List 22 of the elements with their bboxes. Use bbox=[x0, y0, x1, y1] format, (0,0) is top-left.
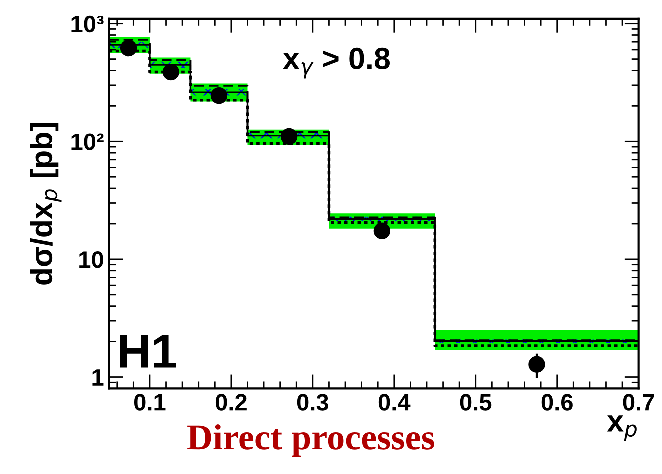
x-tick-label: 0.6 bbox=[542, 394, 573, 411]
x-tick-label: 0.5 bbox=[460, 394, 492, 411]
x-tick-label: 0.4 bbox=[378, 394, 411, 411]
x-tick-label: 0.7 bbox=[623, 394, 654, 411]
point bbox=[162, 64, 180, 81]
point bbox=[374, 222, 391, 240]
y-tick-label: 10³ bbox=[72, 16, 104, 33]
annotation: H1 bbox=[120, 335, 176, 368]
x-tick-label: 0.3 bbox=[297, 394, 328, 411]
text: Direct processes bbox=[188, 424, 434, 458]
y-axis-title: dσ/dx$_{p}$ [pb] bbox=[30, 123, 62, 285]
x-tick-label: 0.1 bbox=[134, 394, 166, 411]
point bbox=[528, 356, 546, 373]
point bbox=[210, 87, 228, 104]
y-tick-label: 10 bbox=[80, 252, 104, 268]
y-tick-label: 1 bbox=[92, 370, 104, 386]
point bbox=[280, 128, 298, 146]
annotation: x$_{γ}$ > 0.8 bbox=[283, 48, 390, 79]
x-axis-title: x$_{p}$ bbox=[607, 416, 637, 442]
y-tick-label: 10² bbox=[72, 134, 104, 150]
point bbox=[120, 40, 138, 57]
x-tick-label: 0.2 bbox=[216, 394, 247, 411]
